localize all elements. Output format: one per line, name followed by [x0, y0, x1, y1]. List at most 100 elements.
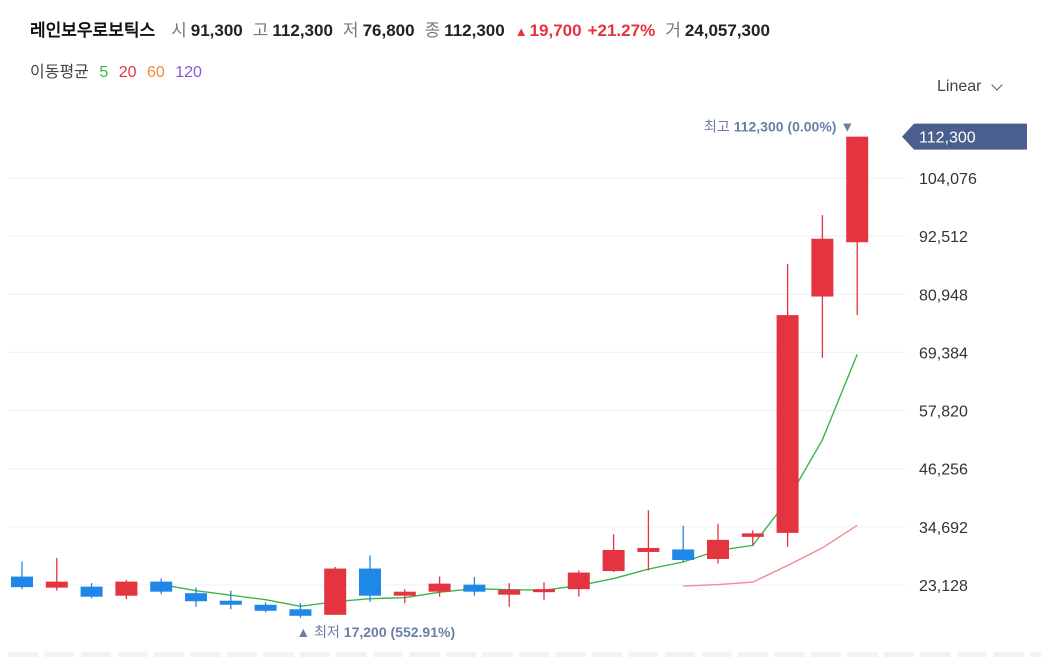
close-value: 112,300	[444, 21, 505, 40]
candle[interactable]	[359, 555, 381, 602]
moving-average-lines	[161, 354, 858, 608]
volume-strip-segment	[519, 652, 549, 657]
y-tick-label: 69,384	[919, 345, 968, 362]
ma-60: 60	[146, 64, 165, 81]
high-marker-icon: ▼	[840, 119, 854, 135]
volume-strip-segment	[592, 652, 622, 657]
up-arrow-icon: ▲	[514, 24, 528, 39]
volume-strip-segment	[665, 652, 695, 657]
candle[interactable]	[289, 603, 312, 618]
volume-strip-segment	[263, 652, 294, 657]
candle-body	[498, 589, 521, 595]
candle-body	[393, 591, 416, 596]
volume-strip-segment	[300, 652, 330, 657]
volume-strip-segment	[1030, 652, 1041, 657]
y-tick-label: 92,512	[919, 229, 968, 246]
ma-20: 20	[118, 64, 137, 81]
candle-body	[846, 136, 869, 243]
volume-strip-segment	[738, 652, 768, 657]
low-value: 76,800	[362, 21, 415, 40]
candle[interactable]	[846, 136, 869, 316]
candle-body	[672, 549, 695, 561]
candle[interactable]	[637, 510, 660, 571]
bottom-strip	[8, 652, 1041, 657]
y-tick-label: 46,256	[919, 462, 968, 479]
moving-average-legend[interactable]: 이동평균 5 20 60 120	[30, 58, 208, 82]
volume-strip-segment	[446, 652, 476, 657]
y-tick-label: 23,128	[919, 578, 968, 595]
candle[interactable]	[776, 263, 799, 547]
candle[interactable]	[672, 525, 695, 562]
candle[interactable]	[324, 567, 347, 615]
y-axis: 23,128 34,692 46,256 57,820 69,384 80,948 92,5…	[919, 171, 977, 595]
candle-body	[185, 593, 207, 602]
candles	[11, 136, 869, 618]
high-value: 112,300	[272, 21, 333, 40]
volume-strip-segment	[920, 652, 951, 657]
annotations: 최고 112,300 (0.00%) ▼ ▲ 최저 17,200 (552.91…	[296, 119, 854, 640]
candle[interactable]	[428, 576, 451, 597]
candle[interactable]	[533, 582, 555, 600]
high-annotation: 최고 112,300 (0.00%) ▼	[704, 119, 854, 135]
candle-body	[533, 589, 555, 593]
candle-body	[567, 572, 590, 590]
candle[interactable]	[80, 583, 103, 599]
volume-strip-segment	[701, 652, 732, 657]
candle-body	[150, 581, 173, 592]
y-tick-label: 34,692	[919, 520, 968, 537]
low-label: 저	[342, 21, 359, 40]
volume-strip-segment	[81, 652, 111, 657]
low-annotation-value: 17,200 (552.91%)	[344, 624, 455, 640]
candle-body	[707, 539, 729, 559]
ma-5: 5	[99, 64, 109, 81]
volume-strip-segment	[957, 652, 987, 657]
candle[interactable]	[602, 534, 625, 573]
ma-120: 120	[175, 64, 202, 81]
moving-average-title: 이동평균	[30, 64, 89, 81]
price-summary: 레인보우로보틱스 시 91,300 고 112,300 저 76,800 종 1…	[30, 16, 780, 40]
low-annotation-prefix: 최저	[314, 624, 340, 640]
candle-body	[115, 581, 138, 596]
candle[interactable]	[254, 602, 277, 613]
volume-strip-segment	[373, 652, 403, 657]
volume-strip-segment	[336, 652, 367, 657]
candle-body	[637, 547, 660, 552]
candle-body	[289, 609, 312, 616]
volume-strip-segment	[774, 652, 805, 657]
candle-body	[11, 576, 33, 588]
candle[interactable]	[567, 570, 590, 597]
candle[interactable]	[498, 583, 521, 607]
candle[interactable]	[741, 530, 764, 546]
stock-name: 레인보우로보틱스	[30, 21, 156, 40]
candle[interactable]	[463, 577, 486, 596]
candle[interactable]	[393, 589, 416, 604]
volume-strip-segment	[117, 652, 148, 657]
candle[interactable]	[811, 215, 834, 358]
candle-body	[254, 604, 277, 611]
candle[interactable]	[219, 590, 242, 610]
candle-body	[45, 581, 68, 588]
volume-strip-segment	[409, 652, 440, 657]
ma20-line	[683, 524, 858, 587]
candle[interactable]	[150, 578, 173, 595]
change-value: 19,700	[529, 21, 582, 40]
candle[interactable]	[11, 561, 33, 590]
volume-strip-segment	[190, 652, 221, 657]
candle-body	[428, 583, 451, 592]
candle[interactable]	[115, 580, 138, 600]
candle[interactable]	[707, 523, 729, 564]
low-marker-icon: ▲	[296, 624, 310, 640]
candle-body	[741, 533, 764, 537]
volume-strip-segment	[44, 652, 75, 657]
y-tick-label: 104,076	[919, 171, 977, 188]
candle-body	[776, 315, 799, 533]
high-annotation-value: 112,300 (0.00%)	[734, 119, 837, 135]
candle[interactable]	[185, 587, 207, 607]
current-price-label: 112,300	[919, 130, 976, 147]
high-annotation-prefix: 최고	[704, 119, 730, 135]
candle-body	[359, 568, 381, 596]
volume-strip-segment	[993, 652, 1024, 657]
candle[interactable]	[45, 557, 68, 591]
scale-select[interactable]: Linear	[937, 78, 1004, 96]
